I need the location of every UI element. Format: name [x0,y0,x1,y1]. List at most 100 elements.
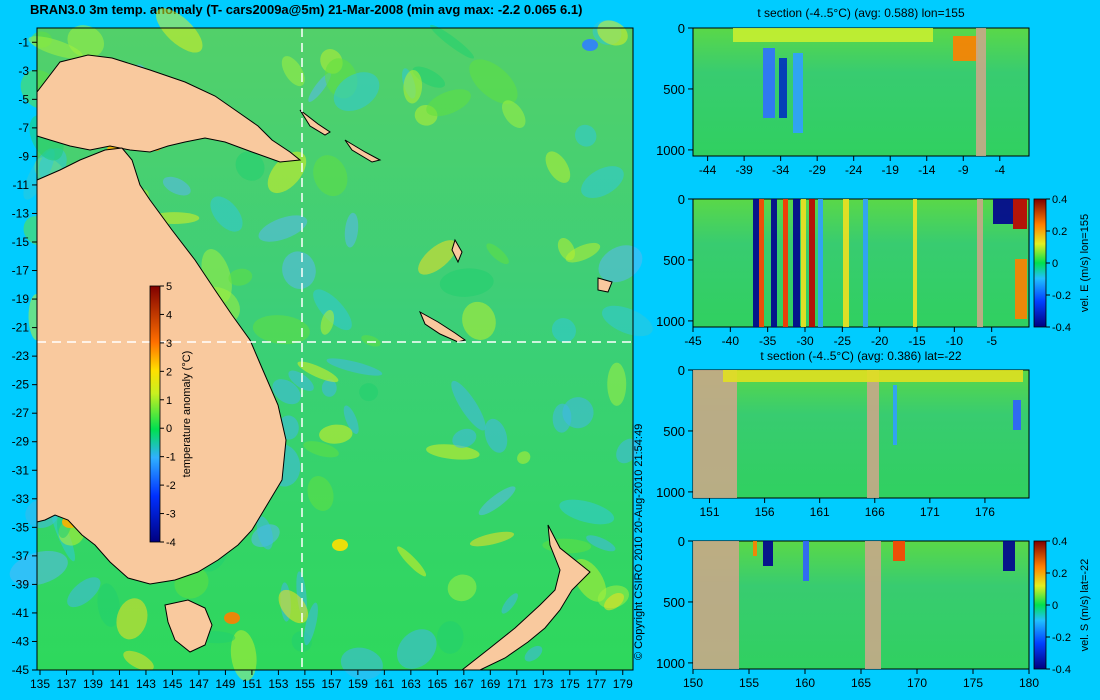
map-y-tick-label: -9 [18,149,29,163]
section-x-tick-label: -34 [772,163,790,177]
anomaly-patch [272,379,301,405]
anomaly-hotspot [332,539,348,551]
section-colorbar-label: vel. E (m/s) lon=155 [1079,214,1091,312]
map-y-tick-label: -17 [12,264,30,278]
australia-land [36,147,287,585]
section-stripe [893,541,905,561]
anomaly-patch [278,589,309,624]
anomaly-patch [478,486,516,516]
section-y-tick-label: 0 [678,534,685,549]
anomaly-patch [313,155,348,197]
section-x-tick-label: 150 [683,676,703,690]
anomaly-patch [281,56,305,87]
section-x-tick-label: -45 [684,334,702,348]
section-stripe [779,58,787,118]
section-stripe [1003,541,1015,571]
anomaly-patch [235,151,265,181]
anomaly-patch [598,245,643,283]
anomaly-patch [447,574,477,602]
map-y-tick-label: -25 [12,378,30,392]
anomaly-patch [524,645,543,662]
section-x-tick-label: -20 [871,334,889,348]
anomaly-patch [426,444,480,460]
map-y-tick-label: -11 [13,178,30,192]
t-section-lon-title: t section (-4..5°C) (avg: 0.588) lon=155 [757,6,965,20]
section-x-tick-label: -9 [958,163,969,177]
section-colorbar-label: vel. S (m/s) lat=-22 [1079,559,1091,652]
anomaly-patch [308,72,331,102]
map-x-tick-label: 165 [427,677,447,691]
anomaly-patch [321,379,337,397]
section-y-tick-label: 500 [663,595,685,610]
section-stripe [693,370,737,498]
section-y-tick-label: 1000 [656,485,685,500]
anomaly-patch [97,583,120,627]
map-colorbar-tick-label: 0 [166,423,172,435]
section-stripe [783,199,788,327]
map-x-tick-label: 145 [162,677,182,691]
anomaly-patch [552,403,572,433]
section-x-tick-label: -4 [994,163,1005,177]
anomaly-patch [326,358,383,376]
section-colorbar-tick-label: -0.2 [1052,290,1071,302]
anomaly-patch [412,66,446,88]
anomaly-patch [462,301,496,340]
anomaly-patch [396,629,437,669]
section-x-tick-label: 176 [975,505,995,519]
map-x-tick-label: 169 [480,677,500,691]
anomaly-patch [361,335,381,347]
section-y-tick-label: 0 [678,21,685,36]
anomaly-patch [607,362,627,406]
section-y-tick-label: 500 [663,424,685,439]
map-y-tick-label: -5 [18,92,29,106]
anomaly-patch [319,424,353,444]
section-stripe [803,541,809,581]
map-x-tick-label: 161 [374,677,394,691]
section-x-tick-label: -29 [809,163,827,177]
anomaly-patch [228,268,253,286]
anomaly-patch [397,546,427,577]
section-stripe [759,199,764,327]
section-colorbar-tick-label: -0.4 [1052,664,1071,676]
anomaly-patch [403,70,423,104]
anomaly-patch [581,166,624,199]
map-x-tick-label: 155 [295,677,315,691]
anomaly-patch [486,243,509,265]
anomaly-patch [501,593,518,614]
anomaly-patch [313,289,352,331]
new-caledonia-land [418,310,467,343]
anomaly-patch [451,380,486,431]
section-x-tick-label: 156 [755,505,775,519]
section-x-tick-label: -39 [735,163,753,177]
anomaly-patch [252,315,310,345]
map-colorbar-tick-label: -1 [166,452,176,464]
map-y-tick-label: -39 [12,577,30,591]
map-y-tick-label: -23 [12,349,30,363]
anomaly-patch [303,441,339,458]
map-colorbar-tick-label: -4 [166,537,176,549]
anomaly-patch [565,242,601,263]
anomaly-patch [343,405,359,434]
anomaly-patch [258,215,308,242]
anomaly-patch [230,630,257,681]
anomaly-patch [437,621,464,654]
section-x-tick-label: -19 [882,163,900,177]
section-stripe [693,541,739,669]
map-x-tick-label: 139 [83,677,103,691]
anomaly-patch [545,151,571,183]
map-x-tick-label: 173 [533,677,553,691]
anomaly-patch [559,499,615,525]
anomaly-patch [597,20,628,46]
map-colorbar-tick-label: -3 [166,509,176,521]
section-x-tick-label: 151 [700,505,720,519]
vel-e-colorbar [1033,198,1047,328]
section-x-tick-label: -25 [834,334,852,348]
section-x-tick-label: 175 [963,676,983,690]
map-x-tick-label: 157 [321,677,341,691]
anomaly-patch [469,59,518,104]
section-x-tick-label: -35 [759,334,777,348]
section-stripe [801,199,806,327]
anomaly-patch [267,151,307,194]
map-y-tick-label: -43 [12,634,30,648]
map-y-tick-label: -7 [18,121,29,135]
